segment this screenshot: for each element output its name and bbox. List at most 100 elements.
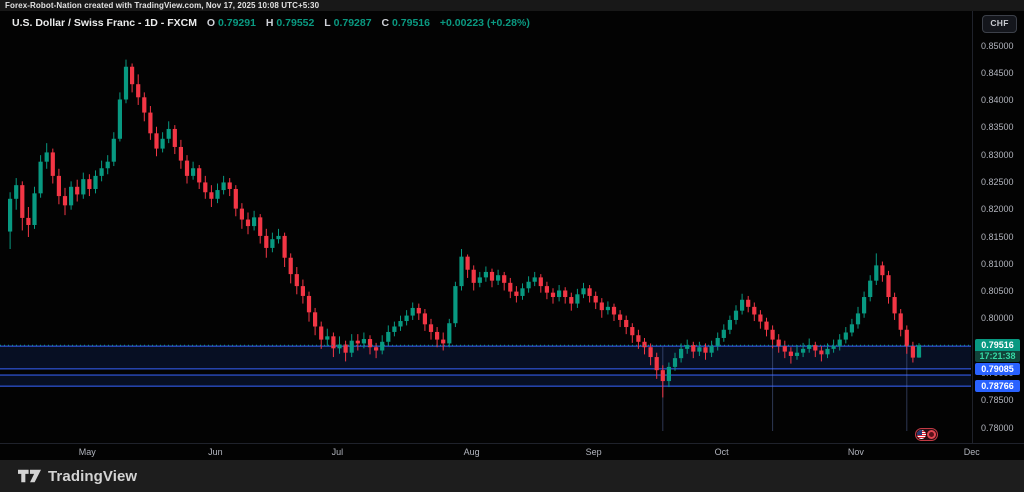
candlestick <box>361 332 366 349</box>
candlestick <box>477 271 482 288</box>
candlestick <box>166 121 171 144</box>
candlestick <box>300 279 305 304</box>
candlestick <box>679 343 684 363</box>
y-axis-tick: 0.81000 <box>981 258 1014 269</box>
candlestick <box>904 325 909 354</box>
candlestick <box>599 298 604 318</box>
symbol-title[interactable]: U.S. Dollar / Swiss Franc - 1D - FXCM <box>12 17 197 29</box>
candlestick <box>721 324 726 342</box>
candlestick <box>825 343 830 359</box>
currency-button[interactable]: CHF <box>982 15 1017 33</box>
candlestick <box>160 132 165 153</box>
candlestick <box>178 139 183 169</box>
candlestick <box>355 334 360 351</box>
candlestick <box>819 346 824 362</box>
last-price-value: 0.79516 <box>975 338 1020 351</box>
candlestick <box>770 325 775 349</box>
low-letter: L <box>324 17 331 29</box>
footer-bar: TradingView <box>0 460 1024 492</box>
candlestick <box>581 282 586 299</box>
candlestick <box>38 155 43 198</box>
last-price-label: 0.79516 17:21:38 <box>975 338 1020 362</box>
candlestick <box>642 337 647 355</box>
candlestick <box>892 292 897 320</box>
x-axis-tick: May <box>78 447 96 457</box>
x-axis-tick: Dec <box>963 447 980 457</box>
candlestick <box>227 178 232 197</box>
candlestick <box>93 170 98 194</box>
candlestick <box>782 340 787 359</box>
candlestick <box>508 277 513 299</box>
candlestick <box>624 315 629 335</box>
candlestick <box>142 92 147 122</box>
candlestick <box>87 174 92 197</box>
candlestick <box>709 340 714 358</box>
candlestick <box>172 125 177 155</box>
candlestick <box>81 172 86 199</box>
candlestick <box>343 340 348 362</box>
us-flag-icon <box>917 430 926 439</box>
candlestick <box>276 228 281 244</box>
economic-event-icon[interactable] <box>915 428 938 441</box>
candlestick <box>367 335 373 355</box>
candlestick <box>14 178 19 210</box>
candlestick <box>862 291 867 318</box>
candlestick <box>843 327 848 344</box>
candlestick <box>874 253 879 286</box>
candlestick <box>221 175 226 195</box>
candlestick <box>550 288 556 304</box>
candlestick <box>880 261 885 282</box>
y-axis-tick: 0.84500 <box>981 67 1014 78</box>
candlestick <box>422 309 427 331</box>
candlestick <box>489 268 495 288</box>
tradingview-logo[interactable]: TradingView <box>18 468 137 485</box>
y-axis-tick: 0.85000 <box>981 40 1014 51</box>
candlestick <box>563 287 568 304</box>
candlestick-chart[interactable] <box>0 11 1024 460</box>
candlestick <box>666 362 671 388</box>
candlestick <box>740 293 745 315</box>
candlestick <box>20 181 25 231</box>
candlestick <box>807 338 812 353</box>
candlestick <box>471 265 476 291</box>
candlestick <box>191 161 196 180</box>
candlestick <box>611 303 617 322</box>
candlestick <box>764 317 769 337</box>
candlestick <box>416 303 421 320</box>
y-axis-tick: 0.83000 <box>981 149 1014 160</box>
candlestick <box>465 254 470 278</box>
close-letter: C <box>381 17 390 29</box>
x-axis-tick: Oct <box>714 447 729 457</box>
candlestick <box>294 267 299 295</box>
candlestick <box>245 212 251 235</box>
candlestick <box>32 186 37 229</box>
candlestick <box>715 332 720 351</box>
candlestick <box>75 179 80 202</box>
support-zone[interactable] <box>0 375 971 387</box>
price-axis[interactable]: 0.85000 0.84500 0.84000 0.83500 0.83000 0.825… <box>972 11 1024 443</box>
candlestick <box>331 332 336 358</box>
candlestick <box>239 203 244 229</box>
candlestick <box>111 132 116 167</box>
high-letter: H <box>265 17 274 29</box>
candlestick <box>313 307 318 336</box>
x-axis-tick: Aug <box>463 447 480 457</box>
candlestick <box>886 270 891 304</box>
attribution-bar: Forex-Robot-Nation created with TradingV… <box>0 0 1024 11</box>
tradingview-logo-icon <box>18 469 41 483</box>
time-axis[interactable]: May Jun Jul Aug Sep Oct Nov Dec <box>0 443 1024 461</box>
support-zone[interactable] <box>0 346 971 369</box>
candlestick <box>648 343 653 366</box>
candlestick <box>916 343 922 358</box>
x-axis-tick: Jun <box>208 447 223 457</box>
candlestick <box>794 345 800 360</box>
candlestick <box>831 339 836 353</box>
candlestick <box>855 306 861 329</box>
x-axis-tick: Sep <box>585 447 602 457</box>
candlestick <box>428 318 434 340</box>
candlestick <box>520 283 525 300</box>
candlestick <box>99 160 104 182</box>
x-axis-tick: Nov <box>847 447 864 457</box>
candlestick <box>801 342 806 358</box>
candlestick <box>587 285 592 303</box>
